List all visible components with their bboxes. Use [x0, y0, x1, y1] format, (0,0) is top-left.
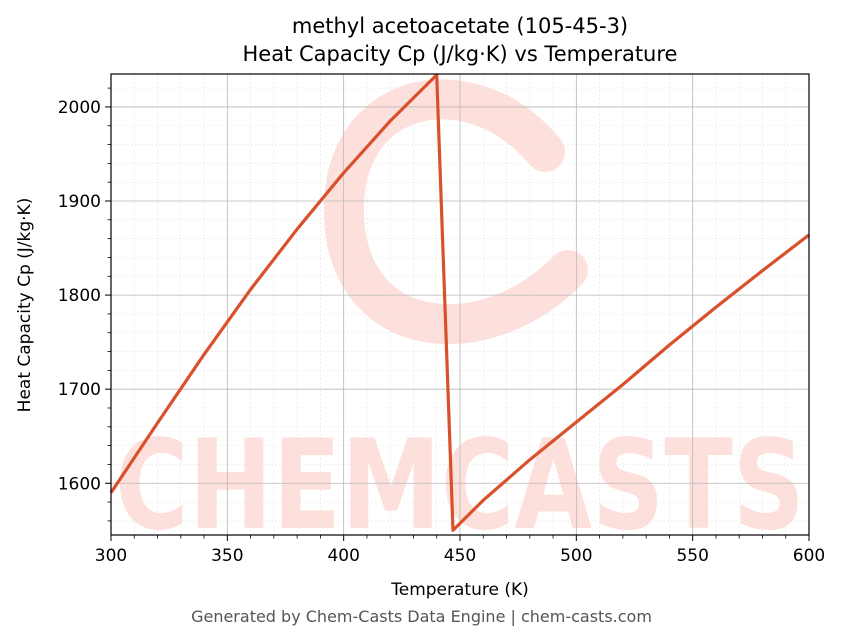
x-tick-label: 300 [95, 546, 127, 566]
chart-svg: CHEMCASTS 300 350 400 450 500 550 600160017001… [15, 14, 825, 600]
y-tick-label: 2000 [58, 98, 101, 118]
y-tick-label: 1700 [58, 380, 101, 400]
y-axis-label: Heat Capacity Cp (J/kg·K) [15, 198, 35, 413]
y-tick-label: 1900 [58, 192, 101, 212]
x-axis-label: Temperature (K) [390, 580, 529, 600]
series-layer [109, 73, 810, 532]
y-tick-label: 1800 [58, 286, 101, 306]
ticks-layer: 300 350 400 450 500 550 600 1600 1700 1800 1900 200… [58, 87, 825, 566]
x-tick-label: 400 [327, 546, 359, 566]
series-line [109, 73, 810, 532]
y-tick-label: 1600 [58, 474, 101, 494]
x-tick-label: 350 [211, 546, 243, 566]
x-tick-label: 450 [444, 546, 476, 566]
chart-title: methyl acetoacetate (105-45-3) [292, 14, 628, 38]
x-tick-label: 600 [793, 546, 825, 566]
watermark-c-shape [323, 79, 588, 344]
footer-credit: Generated by Chem-Casts Data Engine | ch… [191, 607, 652, 626]
x-tick-label: 550 [676, 546, 708, 566]
chart-subtitle: Heat Capacity Cp (J/kg·K) vs Temperature [243, 42, 678, 66]
x-tick-label: 500 [560, 546, 592, 566]
